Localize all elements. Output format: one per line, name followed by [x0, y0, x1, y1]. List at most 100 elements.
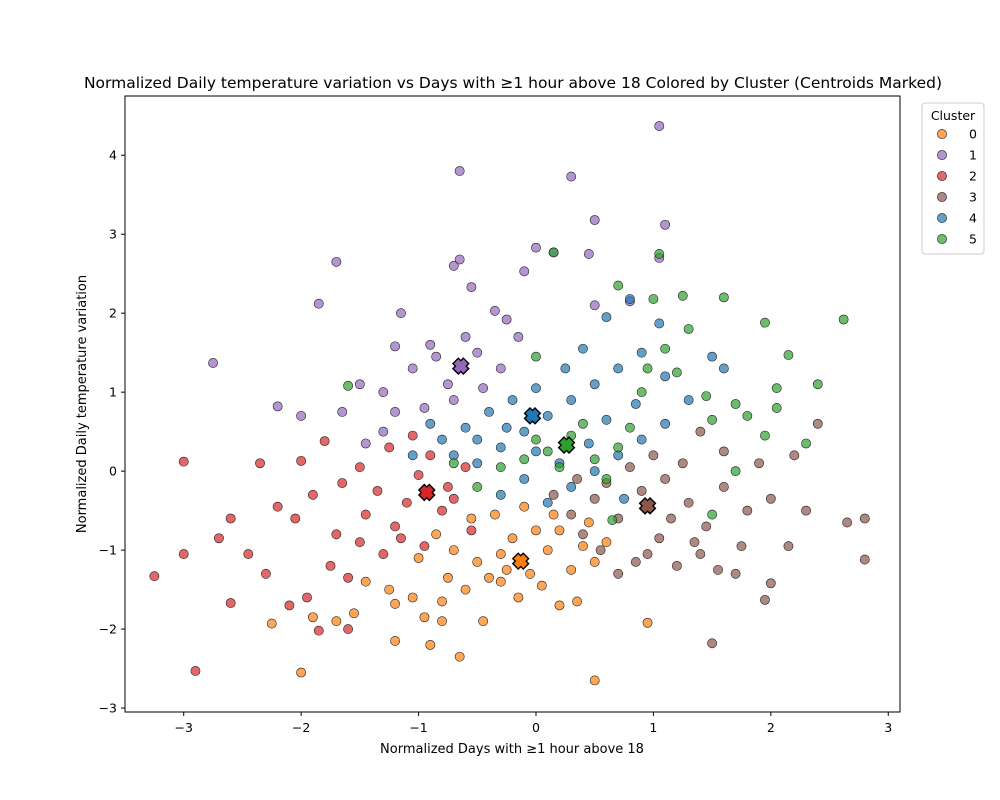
data-point-cluster-0	[460, 584, 471, 595]
data-point-cluster-5	[718, 292, 729, 303]
data-point-cluster-0	[507, 533, 518, 544]
x-tick-label: −2	[292, 720, 310, 735]
data-point-cluster-2	[384, 442, 395, 453]
data-point-cluster-0	[443, 572, 453, 583]
data-point-cluster-2	[225, 598, 236, 608]
y-tick-label: 1	[109, 385, 117, 400]
data-point-cluster-4	[578, 343, 588, 354]
data-point-cluster-1	[489, 305, 500, 316]
data-point-cluster-4	[501, 422, 512, 433]
data-point-cluster-2	[214, 533, 224, 544]
data-point-cluster-5	[625, 422, 635, 433]
data-point-cluster-3	[812, 418, 823, 429]
data-point-cluster-0	[454, 651, 465, 662]
data-point-cluster-0	[578, 541, 588, 552]
data-point-cluster-5	[343, 380, 354, 391]
data-point-cluster-1	[396, 308, 406, 319]
data-point-cluster-3	[713, 564, 723, 575]
data-point-cluster-5	[760, 317, 770, 328]
data-point-cluster-0	[437, 596, 447, 607]
data-point-cluster-3	[636, 485, 647, 496]
data-point-cluster-4	[472, 458, 483, 469]
legend-label-cluster-3: 3	[969, 190, 977, 205]
data-point-cluster-2	[419, 541, 430, 552]
data-point-cluster-2	[390, 521, 400, 532]
data-point-cluster-5	[531, 434, 541, 445]
data-point-cluster-0	[536, 580, 547, 591]
y-tick-label: 0	[109, 464, 117, 479]
data-point-cluster-1	[589, 300, 600, 311]
data-point-cluster-3	[801, 505, 811, 516]
centroid-marker-cluster-4	[523, 406, 542, 425]
data-point-cluster-1	[478, 383, 489, 394]
data-point-cluster-4	[613, 363, 624, 374]
y-tick-label: −2	[99, 622, 117, 637]
data-point-cluster-4	[601, 414, 612, 425]
data-point-cluster-3	[718, 482, 729, 492]
data-point-cluster-5	[607, 515, 618, 525]
data-point-cluster-1	[454, 166, 465, 176]
data-point-cluster-1	[208, 358, 218, 368]
data-point-cluster-2	[313, 625, 324, 636]
data-point-cluster-2	[466, 525, 477, 536]
points-layer	[149, 121, 870, 686]
data-point-cluster-1	[654, 121, 665, 131]
data-point-cluster-1	[296, 410, 307, 421]
data-point-cluster-5	[578, 418, 588, 429]
data-point-cluster-3	[754, 458, 764, 469]
data-point-cluster-5	[671, 367, 682, 378]
data-point-cluster-2	[396, 533, 406, 544]
data-point-cluster-0	[484, 572, 494, 583]
data-point-cluster-5	[589, 454, 600, 465]
data-point-cluster-3	[859, 554, 870, 565]
data-point-cluster-3	[859, 513, 870, 524]
legend-label-cluster-0: 0	[969, 127, 977, 142]
data-point-cluster-3	[707, 638, 718, 649]
data-point-cluster-2	[319, 436, 330, 447]
data-point-cluster-4	[601, 312, 612, 323]
legend-marker-cluster-3	[937, 192, 947, 202]
data-point-cluster-1	[272, 401, 283, 412]
data-point-cluster-2	[225, 513, 236, 524]
data-point-cluster-5	[760, 430, 770, 441]
data-point-cluster-1	[519, 266, 530, 277]
data-point-cluster-4	[636, 347, 647, 358]
data-point-cluster-3	[701, 521, 712, 532]
data-point-cluster-5	[812, 379, 823, 390]
data-point-cluster-0	[513, 592, 524, 603]
data-point-cluster-0	[472, 557, 483, 567]
data-point-cluster-2	[378, 549, 389, 559]
data-point-cluster-0	[466, 513, 477, 524]
data-point-cluster-5	[771, 403, 782, 413]
data-point-cluster-1	[419, 403, 430, 413]
data-point-cluster-1	[583, 249, 594, 259]
data-point-cluster-0	[642, 617, 653, 628]
data-point-cluster-0	[407, 592, 418, 603]
data-point-cluster-5	[801, 438, 811, 449]
data-point-cluster-0	[572, 596, 582, 607]
data-point-cluster-5	[472, 482, 483, 492]
data-point-cluster-1	[660, 219, 671, 230]
data-point-cluster-4	[495, 442, 506, 453]
data-point-cluster-1	[443, 379, 453, 390]
x-tick-label: 3	[884, 720, 892, 735]
data-point-cluster-3	[654, 533, 665, 544]
data-point-cluster-3	[689, 537, 700, 548]
data-point-cluster-4	[660, 371, 671, 382]
data-point-cluster-3	[548, 489, 559, 500]
data-point-cluster-0	[554, 600, 565, 611]
data-point-cluster-1	[378, 387, 389, 398]
data-point-cluster-4	[484, 406, 494, 417]
data-point-cluster-3	[595, 545, 606, 556]
data-point-cluster-0	[583, 517, 594, 528]
data-point-cluster-4	[507, 395, 518, 405]
data-point-cluster-3	[648, 450, 659, 461]
data-point-cluster-2	[372, 485, 383, 496]
y-tick-label: 3	[109, 227, 117, 242]
data-point-cluster-0	[360, 576, 371, 587]
chart-title: Normalized Daily temperature variation v…	[84, 74, 942, 92]
centroid-marker-cluster-1	[451, 357, 470, 375]
data-point-cluster-4	[425, 418, 436, 429]
data-point-cluster-3	[630, 557, 641, 567]
